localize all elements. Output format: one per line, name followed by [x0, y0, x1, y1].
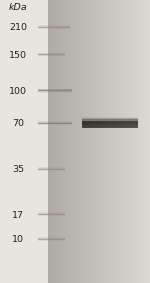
Bar — [38, 89, 72, 91]
Bar — [48, 0, 150, 283]
Bar — [38, 212, 65, 213]
Bar — [82, 121, 84, 128]
Bar — [82, 121, 138, 128]
Bar — [103, 121, 104, 128]
Bar — [91, 121, 93, 128]
Bar — [38, 27, 70, 28]
Text: 17: 17 — [12, 211, 24, 220]
Text: kDa: kDa — [9, 3, 27, 12]
Bar — [38, 239, 65, 240]
Bar — [38, 213, 65, 214]
Bar — [38, 238, 65, 239]
Bar — [38, 239, 65, 241]
Bar — [38, 54, 65, 55]
Bar — [134, 121, 136, 128]
Bar — [99, 121, 101, 128]
Bar — [38, 25, 70, 26]
Bar — [38, 55, 65, 56]
Bar — [106, 121, 108, 128]
Bar — [82, 117, 138, 120]
Bar — [38, 167, 65, 168]
Bar — [82, 123, 138, 127]
Bar — [110, 121, 112, 128]
Bar — [119, 121, 121, 128]
Bar — [84, 121, 86, 128]
Bar — [117, 121, 119, 128]
Bar — [104, 121, 106, 128]
Bar — [38, 168, 65, 169]
Bar — [129, 121, 130, 128]
Bar — [38, 123, 72, 124]
Bar — [114, 121, 116, 128]
Bar — [136, 121, 138, 128]
Bar — [82, 118, 138, 122]
Bar — [101, 121, 103, 128]
Bar — [38, 26, 70, 27]
Bar — [38, 28, 70, 29]
Bar — [125, 121, 127, 128]
Bar — [38, 53, 65, 54]
Bar — [38, 237, 65, 238]
Bar — [38, 89, 72, 90]
Bar — [38, 124, 72, 125]
Text: 210: 210 — [9, 23, 27, 33]
Bar — [121, 121, 123, 128]
Text: 100: 100 — [9, 87, 27, 97]
Bar — [38, 122, 72, 123]
Bar — [38, 170, 65, 171]
Bar — [38, 27, 70, 28]
Bar — [38, 92, 72, 93]
Bar — [93, 121, 95, 128]
Bar — [123, 121, 125, 128]
Bar — [108, 121, 110, 128]
Bar — [38, 240, 65, 241]
Bar — [132, 121, 134, 128]
Bar — [130, 121, 132, 128]
Text: 70: 70 — [12, 119, 24, 128]
Text: 150: 150 — [9, 50, 27, 59]
Bar — [97, 121, 99, 128]
Bar — [38, 121, 72, 122]
Bar — [38, 215, 65, 216]
Bar — [82, 121, 138, 124]
Bar — [82, 122, 138, 126]
Bar — [38, 214, 65, 215]
Text: 35: 35 — [12, 166, 24, 175]
Bar — [38, 90, 72, 91]
Bar — [116, 121, 117, 128]
Bar — [112, 121, 114, 128]
Bar — [86, 121, 88, 128]
Bar — [88, 121, 89, 128]
Bar — [127, 121, 129, 128]
Bar — [95, 121, 97, 128]
Bar — [38, 91, 72, 92]
Bar — [82, 125, 138, 128]
Bar — [38, 123, 72, 124]
Text: 10: 10 — [12, 235, 24, 245]
Bar — [38, 169, 65, 170]
Bar — [89, 121, 91, 128]
Bar — [82, 119, 138, 123]
